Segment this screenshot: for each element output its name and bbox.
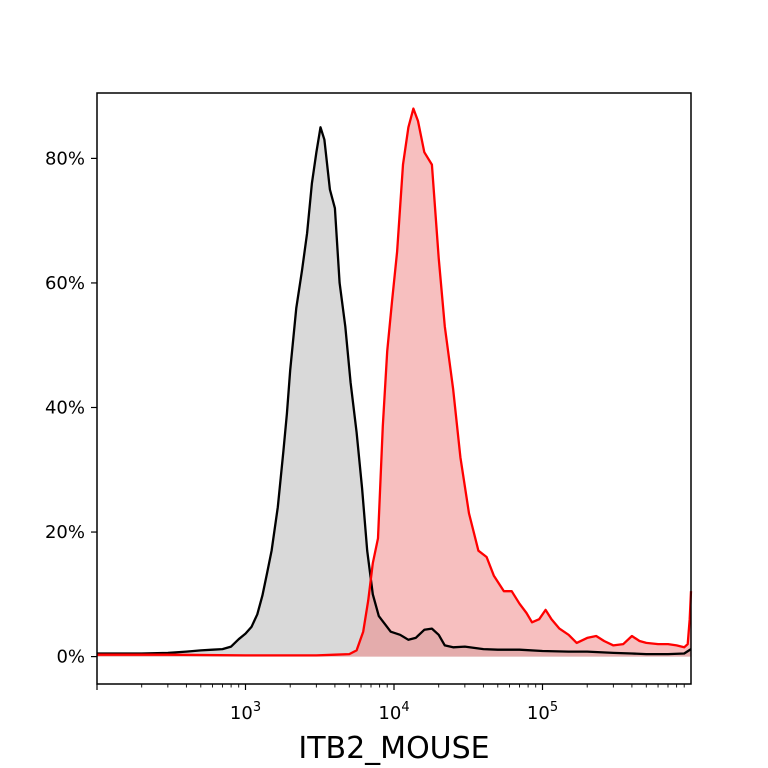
y-tick-label: 0% (56, 647, 85, 668)
x-tick-label: 104 (378, 700, 409, 724)
series-lines (97, 107, 693, 657)
x-tick-label: 105 (527, 700, 558, 724)
x-tick-label: 103 (230, 700, 261, 724)
series-1-line (97, 107, 693, 657)
y-tick-label: 20% (45, 522, 85, 543)
series-1-fill (97, 108, 691, 657)
y-tick-label: 60% (45, 273, 85, 294)
y-tick-label: 40% (45, 397, 85, 418)
series-0-line (97, 126, 692, 656)
x-axis-ticks: 103 104 105 (96, 684, 685, 724)
series-fills (97, 108, 691, 657)
y-axis-ticks: 0% 20% 40% 60% 80% (45, 148, 97, 668)
y-tick-label: 80% (45, 148, 85, 169)
x-axis-label: ITB2_MOUSE (298, 731, 489, 766)
